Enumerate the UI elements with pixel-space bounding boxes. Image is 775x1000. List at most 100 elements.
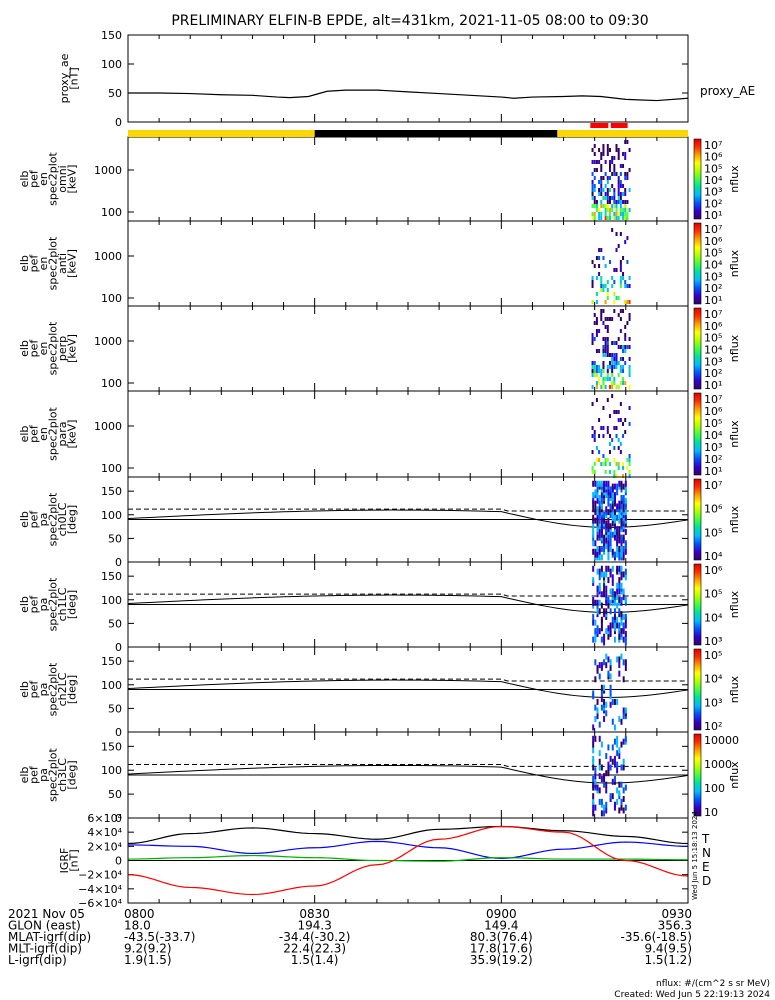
pa-cell — [603, 810, 606, 817]
spec-cell — [624, 192, 627, 196]
pa-cell — [616, 798, 619, 805]
pa-cell — [611, 548, 614, 555]
pa-cell — [624, 613, 627, 620]
pa-cell — [616, 622, 619, 629]
y-tick-label: 50 — [108, 617, 122, 630]
pa-cell — [611, 565, 614, 572]
ylabel-line: [nT] — [68, 849, 81, 871]
pa-cell — [605, 787, 608, 794]
pa-cell — [618, 807, 621, 814]
spec-cell — [595, 204, 598, 208]
spec-cell — [600, 168, 603, 172]
spec-cell — [615, 204, 618, 208]
spec-cell — [593, 438, 596, 442]
pa-cell — [594, 659, 597, 666]
ylabel-line: ch3LC — [56, 758, 69, 792]
spec-cell — [604, 317, 607, 321]
spec-cell — [608, 365, 611, 369]
colorbar-tick: 10² — [704, 453, 722, 466]
pa-cell — [603, 633, 606, 640]
spec-cell — [600, 276, 603, 280]
pa-cell — [598, 787, 601, 794]
pa-cell — [598, 494, 601, 501]
y-tick-label: 150 — [101, 485, 122, 498]
pa-cell — [594, 506, 597, 513]
pa-cell — [607, 625, 610, 632]
pa-cell — [622, 707, 625, 714]
spec-cell — [615, 410, 618, 414]
spec-cell — [604, 160, 607, 164]
spec-cell — [624, 240, 627, 244]
pa-cell — [622, 554, 625, 561]
pa-cell — [598, 568, 601, 575]
colorbar — [693, 733, 702, 817]
spec-cell — [617, 446, 620, 450]
spec-cell — [608, 414, 611, 418]
spec-cell — [617, 200, 620, 204]
spec-cell — [595, 276, 598, 280]
spec-cell — [628, 462, 631, 466]
loss-cone-dashed — [128, 763, 688, 767]
pa-cell — [592, 506, 595, 513]
spec-cell — [595, 373, 598, 377]
spec-cell — [606, 176, 609, 180]
y-tick-label: 100 — [101, 594, 122, 607]
spec-cell — [626, 172, 629, 176]
row-value: 9.4(9.5) — [644, 942, 692, 956]
pa-cell — [605, 653, 608, 660]
pa-cell — [624, 630, 627, 637]
spec-cell — [600, 313, 603, 317]
spec-cell — [595, 300, 598, 304]
pa-cell — [609, 793, 612, 800]
pa-cell — [618, 582, 621, 589]
spec-cell — [611, 365, 614, 369]
pa-cell — [607, 577, 610, 584]
spec-cell — [624, 188, 627, 192]
spec-cell — [611, 385, 614, 389]
spec-cell — [593, 204, 596, 208]
spec-cell — [628, 474, 631, 478]
spec-cell — [606, 369, 609, 373]
colorbar — [693, 392, 702, 476]
y-tick-label: 150 — [101, 655, 122, 668]
pa-cell — [624, 596, 627, 603]
spec-cell — [591, 466, 594, 470]
pa-cell — [613, 738, 616, 745]
spec-cell — [622, 466, 625, 470]
spec-cell — [613, 156, 616, 160]
pa-cell — [624, 528, 627, 535]
spec-cell — [602, 361, 605, 365]
pa-cell — [622, 594, 625, 601]
pa-cell — [618, 662, 621, 669]
colorbar — [693, 648, 702, 731]
spec-cell — [604, 300, 607, 304]
pa-cell — [624, 659, 627, 666]
pa-cell — [620, 798, 623, 805]
colorbar-tick: 10¹ — [704, 465, 722, 478]
spec-cell — [611, 156, 614, 160]
spec-cell — [595, 458, 598, 462]
spec-cell — [606, 345, 609, 349]
pa-cell — [603, 698, 606, 705]
spec-cell — [598, 369, 601, 373]
pa-cell — [596, 599, 599, 606]
pa-cell — [618, 633, 621, 640]
spec-cell — [602, 204, 605, 208]
spec-cell — [624, 345, 627, 349]
spec-cell — [622, 474, 625, 478]
spec-cell — [611, 196, 614, 200]
spec-cell — [611, 341, 614, 345]
loss-cone-line — [127, 509, 689, 528]
spec-cell — [606, 144, 609, 148]
pa-cell — [624, 514, 627, 521]
spec-cell — [606, 377, 609, 381]
pa-cell — [598, 773, 601, 780]
pa-cell — [618, 531, 621, 538]
spec-cell — [628, 188, 631, 192]
pa-cell — [603, 571, 606, 578]
pa-cell — [611, 698, 614, 705]
spec-cell — [598, 192, 601, 196]
pa-cell — [620, 781, 623, 788]
spec-cell — [626, 260, 629, 264]
